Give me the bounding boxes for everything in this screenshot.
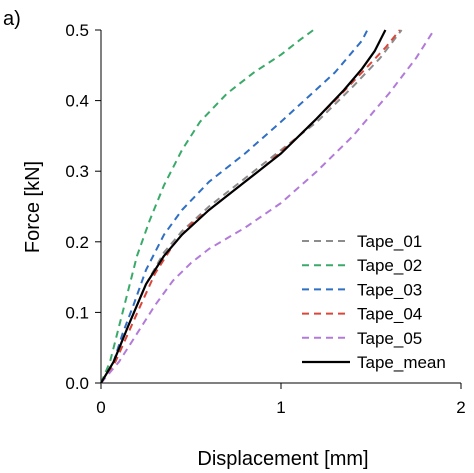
series-layer <box>100 29 435 384</box>
y-tick-label: 0.1 <box>65 303 89 322</box>
series-line-tape-04 <box>100 29 401 384</box>
y-tick-label: 0.2 <box>65 233 89 252</box>
legend-label-tape-02: Tape_02 <box>357 256 422 275</box>
x-tick-label: 0 <box>96 398 105 417</box>
legend: Tape_01 Tape_02 Tape_03 Tape_04 Tape_05 Tape_… <box>302 232 446 372</box>
legend-label-tape-04: Tape_04 <box>357 305 422 324</box>
x-axis-label: Displacement [mm] <box>197 448 368 470</box>
x-tick-label: 1 <box>276 398 285 417</box>
panel-label: a) <box>3 8 21 30</box>
series-line-tape-05 <box>100 29 435 384</box>
series-line-tape-02 <box>100 29 314 384</box>
y-tick-label: 0.3 <box>65 162 89 181</box>
legend-label-tape-03: Tape_03 <box>357 280 422 299</box>
x-tick-label: 2 <box>456 398 465 417</box>
series-line-tape-03 <box>100 29 369 384</box>
y-tick-label: 0.5 <box>65 21 89 40</box>
y-axis-label: Force [kN] <box>22 161 44 253</box>
legend-label-tape-mean: Tape_mean <box>357 353 446 372</box>
y-tick-label: 0.4 <box>65 92 89 111</box>
axes: 0.0 0.1 0.2 0.3 0.4 0.5 0 1 2 <box>65 21 465 417</box>
y-tick-label: 0.0 <box>65 374 89 393</box>
legend-label-tape-01: Tape_01 <box>357 232 422 251</box>
legend-label-tape-05: Tape_05 <box>357 329 422 348</box>
series-line-tape-mean <box>100 29 387 384</box>
